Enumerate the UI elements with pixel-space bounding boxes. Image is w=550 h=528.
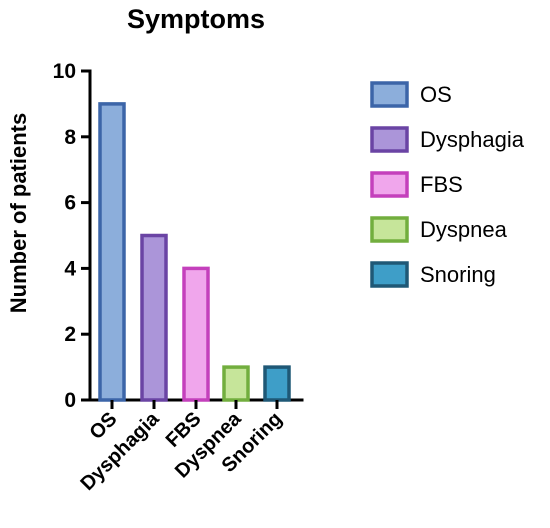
bar-os [98, 102, 126, 402]
legend-swatch-dyspnea [370, 216, 409, 243]
bar-dysphagia [140, 233, 168, 402]
y-tick-label: 6 [64, 192, 76, 215]
legend: OS Dysphagia FBS Dyspnea Snoring [370, 81, 525, 288]
y-tick-label: 4 [64, 257, 76, 280]
bar-fbs [182, 266, 210, 402]
y-tick-label: 2 [64, 323, 76, 346]
bar-snoring [263, 365, 291, 402]
bars [98, 102, 291, 402]
legend-swatch-os [370, 81, 409, 108]
y-axis-label: Number of patients [6, 113, 31, 313]
legend-swatch-dysphagia [370, 126, 409, 153]
chart-title: Symptoms [127, 4, 265, 34]
y-tick-label: 10 [53, 60, 76, 83]
x-tick-label-dysphagia: Dysphagia [76, 407, 164, 495]
y-tick-label: 8 [64, 126, 76, 149]
bar-dyspnea [222, 365, 250, 402]
y-tick-label: 0 [64, 389, 76, 412]
legend-swatch-fbs [370, 171, 409, 198]
legend-swatch-snoring [370, 261, 409, 288]
legend-label-os: OS [420, 82, 452, 107]
legend-label-dyspnea: Dyspnea [420, 217, 508, 242]
legend-label-fbs: FBS [420, 172, 463, 197]
legend-label-dysphagia: Dysphagia [420, 127, 525, 152]
y-ticks: 0 2 4 6 8 10 [53, 60, 90, 412]
legend-label-snoring: Snoring [420, 262, 496, 287]
